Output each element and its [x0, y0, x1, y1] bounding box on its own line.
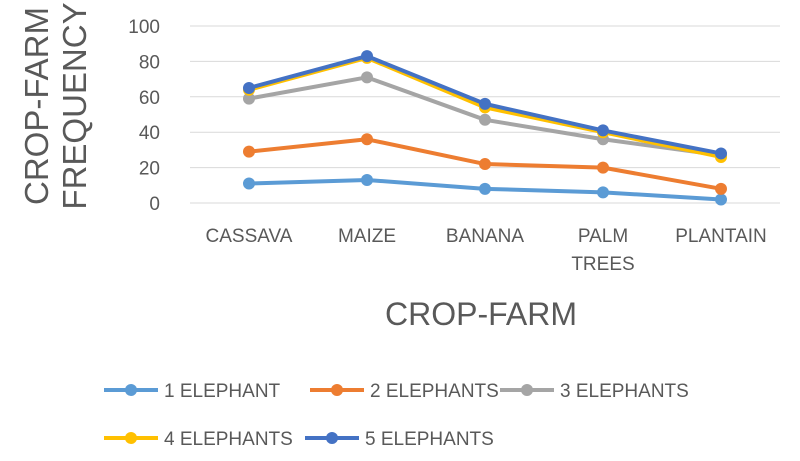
legend-item: 4 ELEPHANTS: [104, 429, 293, 450]
series-2: [243, 133, 727, 195]
y-tick-label: 80: [139, 52, 160, 73]
legend-item: 1 ELEPHANT: [104, 381, 281, 402]
data-point: [597, 124, 609, 137]
legend-label: 4 ELEPHANTS: [164, 429, 293, 450]
y-axis-ticks: 0 20 40 60 80 100: [128, 17, 160, 215]
x-tick-label: CASSAVA: [206, 226, 293, 247]
data-point: [361, 71, 373, 84]
data-point: [243, 177, 255, 190]
data-point: [361, 173, 373, 186]
gridlines: [190, 25, 780, 204]
legend-label: 1 ELEPHANT: [164, 381, 281, 402]
legend-marker: [326, 432, 338, 444]
data-point: [597, 161, 609, 174]
data-point: [479, 158, 491, 171]
data-point: [715, 147, 727, 160]
y-tick-label: 0: [149, 194, 160, 215]
data-point: [715, 182, 727, 195]
series-3: [243, 71, 727, 162]
data-point: [715, 193, 727, 206]
legend: 1 ELEPHANT 2 ELEPHANTS 3 ELEPHANTS 4 ELEPHA…: [104, 381, 689, 450]
x-axis-ticks: CASSAVA MAIZE BANANA PALM TREES PLANTAIN: [206, 226, 767, 275]
data-point: [479, 113, 491, 126]
y-tick-label: 40: [139, 123, 160, 144]
legend-marker: [125, 384, 137, 396]
data-point: [243, 81, 255, 94]
y-tick-label: 100: [128, 17, 160, 38]
series-lines: [243, 50, 727, 206]
legend-label: 3 ELEPHANTS: [560, 381, 689, 402]
x-tick-label: MAIZE: [338, 226, 396, 247]
y-axis-label: CROP-FARMFREQUENCY: [18, 2, 93, 209]
series-5: [243, 50, 727, 160]
y-tick-label: 20: [139, 159, 160, 180]
data-point: [479, 182, 491, 195]
legend-marker: [125, 432, 137, 444]
legend-label: 2 ELEPHANTS: [370, 381, 499, 402]
data-point: [243, 92, 255, 105]
data-point: [479, 97, 491, 110]
series-1: [243, 173, 727, 206]
legend-marker: [521, 384, 533, 396]
data-point: [597, 186, 609, 199]
x-tick-label: PLANTAIN: [675, 226, 767, 247]
data-point: [243, 145, 255, 158]
data-point: [361, 133, 373, 146]
x-tick-label: BANANA: [446, 226, 524, 247]
legend-item: 5 ELEPHANTS: [305, 429, 494, 450]
data-point: [361, 50, 373, 63]
legend-label: 5 ELEPHANTS: [365, 429, 494, 450]
y-tick-label: 60: [139, 88, 160, 109]
x-axis-label: CROP-FARM: [385, 296, 577, 332]
legend-item: 3 ELEPHANTS: [500, 381, 689, 402]
legend-item: 2 ELEPHANTS: [310, 381, 499, 402]
legend-marker: [331, 384, 343, 396]
x-tick-label: PALM TREES: [571, 226, 634, 275]
